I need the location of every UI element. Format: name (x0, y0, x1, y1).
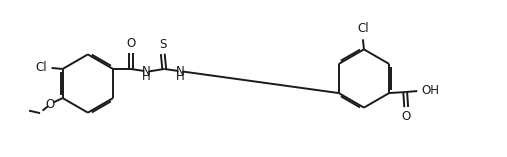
Text: S: S (159, 38, 166, 51)
Text: H: H (142, 70, 151, 83)
Text: N: N (142, 65, 151, 78)
Text: O: O (46, 98, 55, 111)
Text: OH: OH (421, 84, 439, 97)
Text: Cl: Cl (35, 61, 47, 74)
Text: O: O (126, 37, 135, 50)
Text: O: O (402, 110, 411, 123)
Text: Cl: Cl (357, 22, 369, 35)
Text: N: N (176, 65, 185, 78)
Text: H: H (176, 70, 185, 83)
